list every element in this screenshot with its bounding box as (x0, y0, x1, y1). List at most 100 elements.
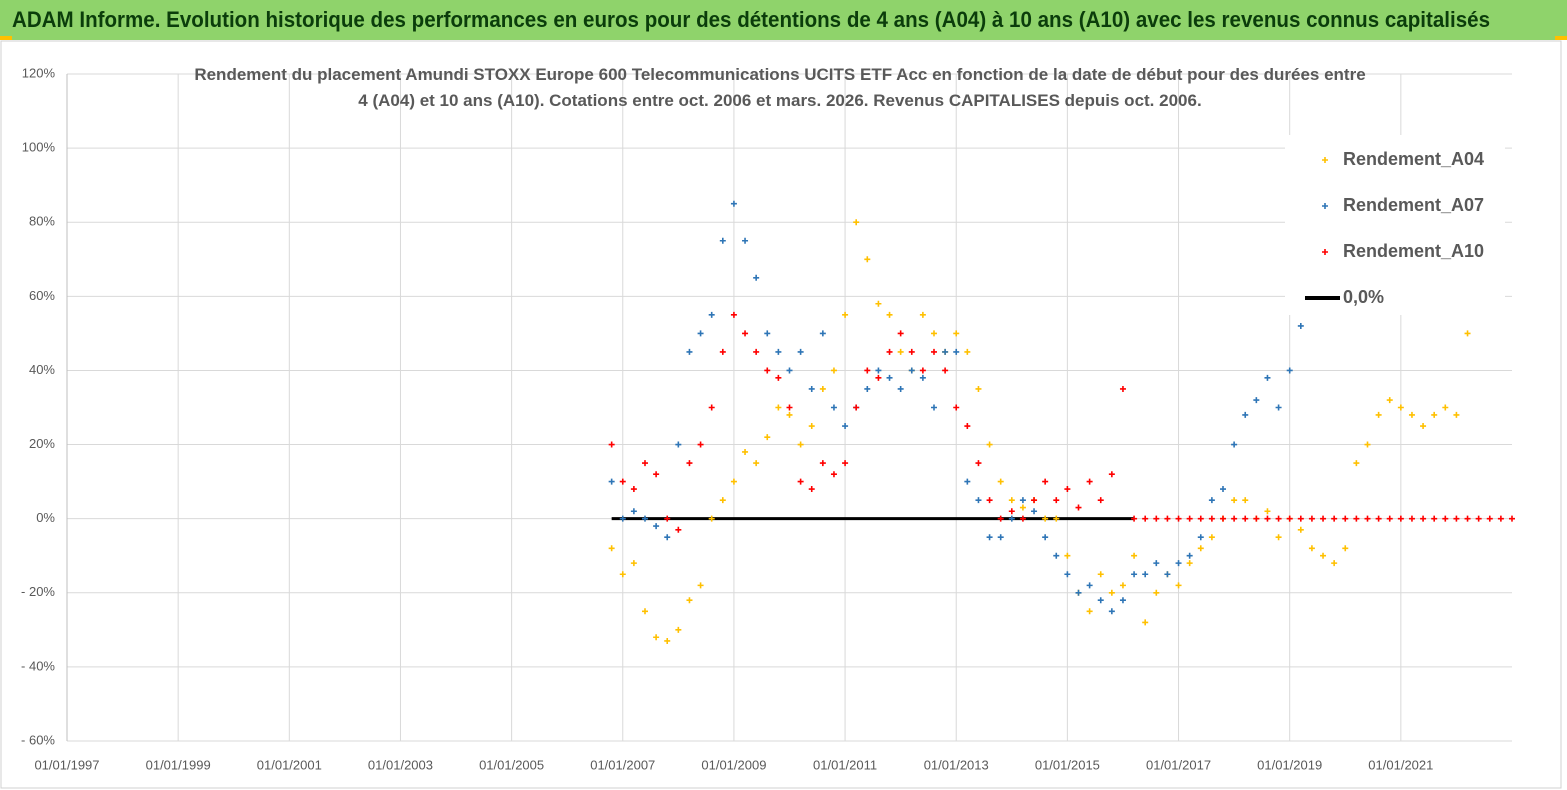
point (975, 460, 982, 467)
point (1119, 582, 1126, 589)
point (1097, 597, 1104, 604)
point (1097, 571, 1104, 578)
point (964, 423, 971, 430)
point (1008, 515, 1015, 522)
point (664, 637, 671, 644)
point (653, 523, 660, 530)
point (1053, 515, 1060, 522)
point (986, 497, 993, 504)
point (630, 560, 637, 567)
point (830, 367, 837, 374)
point (1175, 560, 1182, 567)
point (1220, 486, 1226, 493)
point (619, 478, 626, 485)
y-tick-label: 120% (22, 65, 56, 80)
point (1142, 515, 1149, 522)
point (1208, 497, 1215, 504)
point (1197, 515, 1204, 522)
point (1042, 515, 1049, 522)
point (786, 411, 793, 418)
point (753, 274, 760, 281)
point (742, 448, 749, 455)
point (919, 311, 926, 318)
point (897, 385, 904, 392)
point (642, 608, 648, 615)
point (997, 515, 1004, 522)
point (653, 471, 660, 478)
point (1108, 471, 1115, 478)
point (942, 348, 949, 355)
point (1164, 515, 1171, 522)
point (931, 348, 937, 355)
x-tick-label: 01/01/2015 (1035, 757, 1100, 772)
point (1286, 515, 1293, 522)
point (730, 478, 737, 485)
point (830, 471, 837, 478)
point (1008, 508, 1015, 515)
x-tick-label: 01/01/2013 (924, 757, 989, 772)
point (886, 348, 893, 355)
point (1086, 608, 1093, 615)
point (808, 423, 815, 430)
point (986, 534, 993, 541)
point (619, 571, 626, 578)
point (1353, 460, 1360, 467)
point (1286, 367, 1293, 374)
point (1386, 515, 1393, 522)
point (786, 367, 793, 374)
point (808, 385, 815, 392)
point (730, 200, 737, 207)
point (1297, 322, 1304, 329)
point (1164, 571, 1171, 578)
point (1453, 515, 1460, 522)
point (675, 441, 682, 448)
point (1108, 608, 1115, 615)
point (1342, 515, 1349, 522)
x-tick-label: 01/01/2021 (1368, 757, 1433, 772)
point (931, 330, 937, 337)
point (775, 348, 782, 355)
point (1442, 515, 1449, 522)
y-tick-label: - 20% (21, 584, 55, 599)
point (1308, 545, 1315, 552)
point (1175, 582, 1182, 589)
point (808, 486, 815, 493)
y-tick-label: - 40% (21, 658, 55, 673)
point (875, 374, 882, 381)
point (1197, 534, 1204, 541)
point (1019, 504, 1026, 511)
point (875, 300, 882, 307)
point (1297, 515, 1304, 522)
point (1064, 486, 1071, 493)
point (753, 460, 760, 467)
point (1331, 515, 1338, 522)
point (1320, 515, 1327, 522)
legend-label: 0,0% (1343, 287, 1384, 307)
point (1275, 515, 1282, 522)
point (908, 348, 915, 355)
point (1231, 497, 1238, 504)
point (953, 330, 960, 337)
point (842, 460, 849, 467)
point (908, 367, 915, 374)
point (1420, 515, 1427, 522)
legend-swatch (1322, 157, 1328, 163)
point (953, 404, 960, 411)
point (1364, 515, 1371, 522)
point (1019, 497, 1026, 504)
point (975, 497, 982, 504)
point (642, 460, 648, 467)
point (1308, 515, 1315, 522)
point (864, 256, 871, 263)
point (675, 526, 682, 533)
point (708, 311, 715, 318)
point (797, 348, 804, 355)
point (864, 385, 871, 392)
point (1320, 552, 1327, 559)
point (897, 348, 904, 355)
point (642, 515, 648, 522)
point (1197, 545, 1204, 552)
point (931, 404, 937, 411)
legend-box (1285, 135, 1505, 315)
point (842, 311, 849, 318)
